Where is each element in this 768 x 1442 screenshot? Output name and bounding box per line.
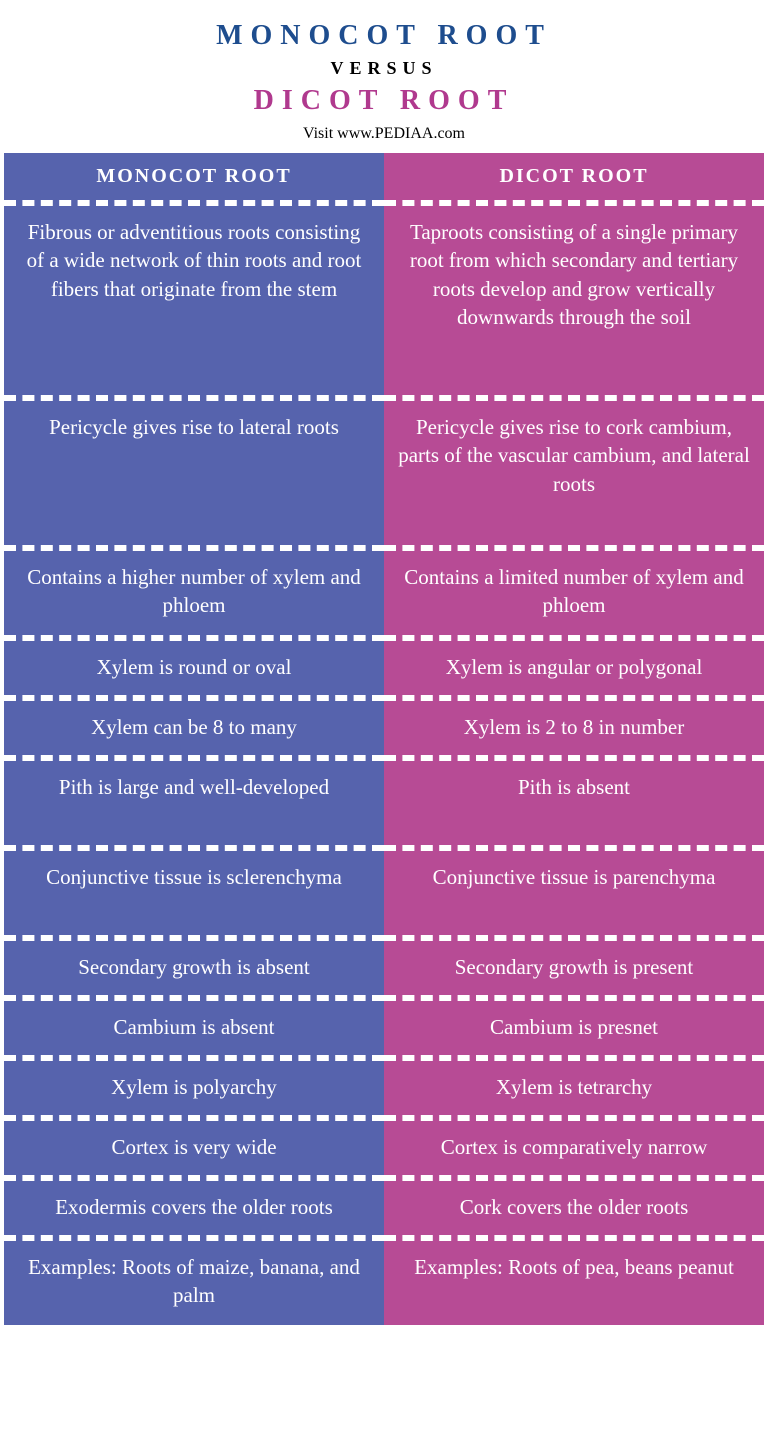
table-cell: Xylem is round or oval xyxy=(4,635,384,695)
table-cell: Examples: Roots of maize, banana, and pa… xyxy=(4,1235,384,1325)
table-cell: Xylem is 2 to 8 in number xyxy=(384,695,764,755)
table-cell: Xylem is polyarchy xyxy=(4,1055,384,1115)
table-cell: Taproots consisting of a single primary … xyxy=(384,200,764,395)
header-section: MONOCOT ROOT VERSUS DICOT ROOT Visit www… xyxy=(0,0,768,153)
table-cell: Cortex is very wide xyxy=(4,1115,384,1175)
table-cell: Secondary growth is present xyxy=(384,935,764,995)
table-cell: Cambium is absent xyxy=(4,995,384,1055)
table-cell: Conjunctive tissue is parenchyma xyxy=(384,845,764,935)
table-cell: Xylem is tetrarchy xyxy=(384,1055,764,1115)
table-cell: Secondary growth is absent xyxy=(4,935,384,995)
visit-link: Visit www.PEDIAA.com xyxy=(0,125,768,143)
versus-label: VERSUS xyxy=(0,58,768,79)
monocot-column-header: MONOCOT ROOT xyxy=(4,153,384,200)
table-cell: Xylem can be 8 to many xyxy=(4,695,384,755)
table-cell: Cork covers the older roots xyxy=(384,1175,764,1235)
table-cell: Cambium is presnet xyxy=(384,995,764,1055)
table-cell: Pericycle gives rise to lateral roots xyxy=(4,395,384,545)
title-monocot: MONOCOT ROOT xyxy=(0,20,768,52)
table-cell: Examples: Roots of pea, beans peanut xyxy=(384,1235,764,1325)
table-cell: Pith is large and well-developed xyxy=(4,755,384,845)
title-dicot: DICOT ROOT xyxy=(0,85,768,117)
dicot-column-header: DICOT ROOT xyxy=(384,153,764,200)
table-cell: Conjunctive tissue is sclerenchyma xyxy=(4,845,384,935)
comparison-infographic: MONOCOT ROOT VERSUS DICOT ROOT Visit www… xyxy=(0,0,768,1325)
monocot-column: MONOCOT ROOT Fibrous or adventitious roo… xyxy=(4,153,384,1325)
table-cell: Pericycle gives rise to cork cambium, pa… xyxy=(384,395,764,545)
table-cell: Xylem is angular or polygonal xyxy=(384,635,764,695)
table-cell: Cortex is comparatively narrow xyxy=(384,1115,764,1175)
table-cell: Exodermis covers the older roots xyxy=(4,1175,384,1235)
comparison-table: MONOCOT ROOT Fibrous or adventitious roo… xyxy=(0,153,768,1325)
dicot-column: DICOT ROOT Taproots consisting of a sing… xyxy=(384,153,764,1325)
table-cell: Fibrous or adventitious roots consisting… xyxy=(4,200,384,395)
table-cell: Contains a higher number of xylem and ph… xyxy=(4,545,384,635)
table-cell: Contains a limited number of xylem and p… xyxy=(384,545,764,635)
table-cell: Pith is absent xyxy=(384,755,764,845)
